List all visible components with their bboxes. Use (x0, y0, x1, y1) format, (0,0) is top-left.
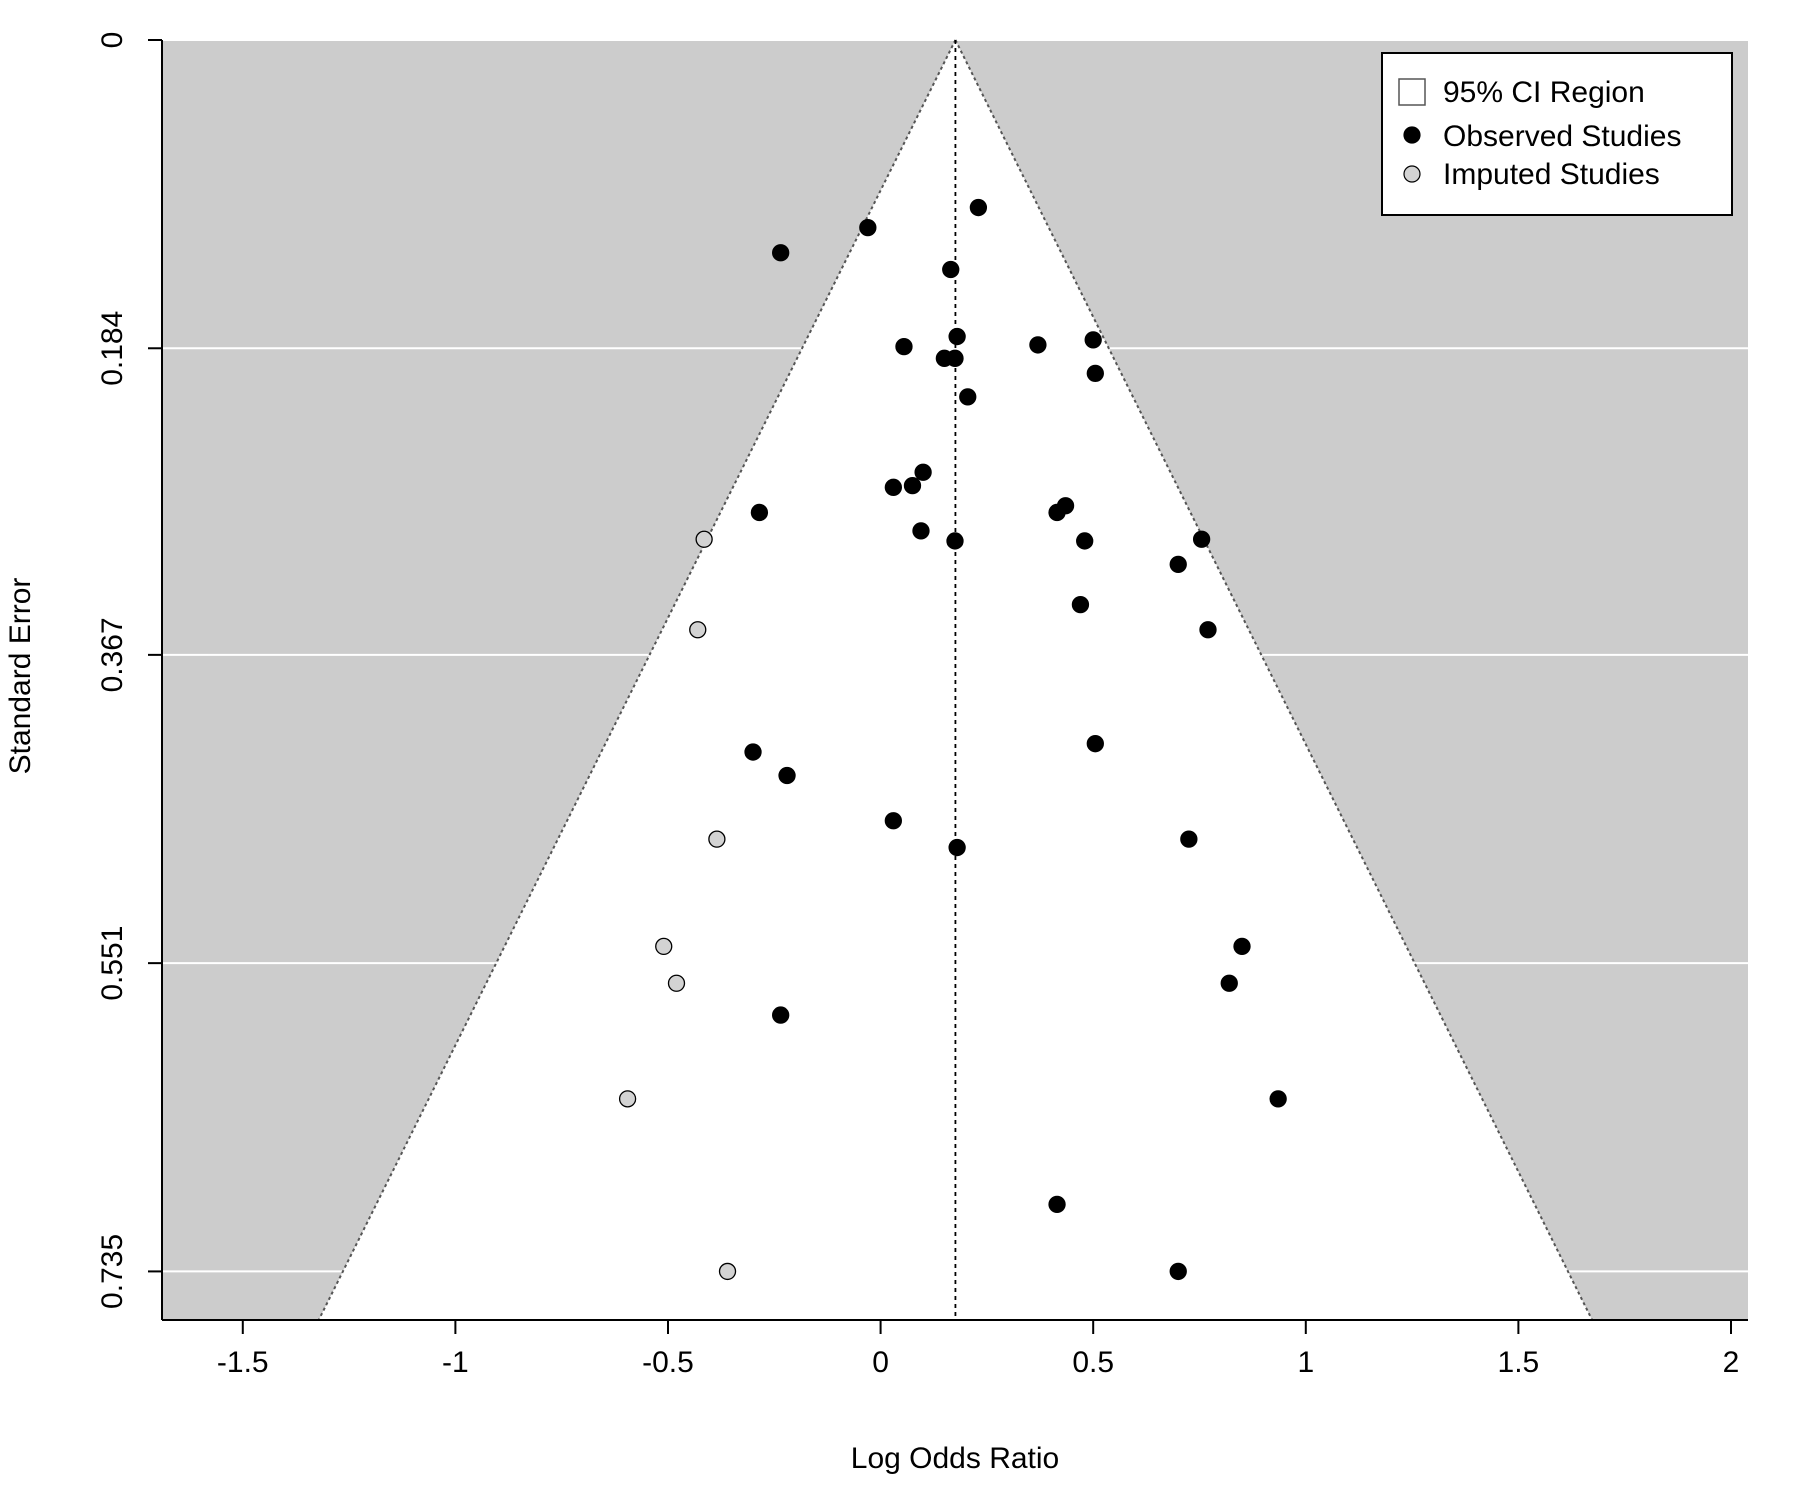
imputed-study-point (655, 937, 673, 956)
observed-study-point (914, 463, 932, 481)
observed-study-point (912, 522, 930, 540)
funnel-right-edge (954, 39, 1594, 1321)
imputed-study-point (689, 621, 707, 639)
observed-study-point (1169, 555, 1187, 574)
observed-study-point (772, 244, 790, 262)
observed-study-point (969, 198, 988, 217)
plot-region (162, 39, 1748, 1321)
y-tick-label: 0.367 (96, 617, 129, 692)
observed-study-point (1086, 735, 1104, 753)
observed-study-point (778, 766, 796, 785)
observed-study-point (1269, 1090, 1287, 1108)
observed-study-point (1220, 974, 1238, 992)
legend: 95% CI Region Observed Studies Imputed S… (1381, 52, 1733, 216)
legend-observed-marker (1403, 126, 1421, 144)
observed-study-point (942, 260, 960, 279)
imputed-study-point (718, 1262, 737, 1281)
observed-study-point (750, 503, 769, 522)
y-tick-label: 0 (96, 32, 129, 49)
observed-study-point (1169, 1262, 1187, 1281)
x-tick-label: -0.5 (642, 1346, 694, 1379)
observed-study-point (1048, 1195, 1066, 1214)
x-tick-label: 0.5 (1072, 1346, 1114, 1379)
legend-label-ci-region: 95% CI Region (1443, 76, 1645, 109)
legend-imputed-marker (1403, 165, 1421, 183)
observed-study-point (884, 812, 902, 830)
observed-study-point (1192, 530, 1211, 548)
observed-study-point (1048, 503, 1066, 522)
legend-label-imputed: Imputed Studies (1443, 158, 1660, 191)
y-tick-label: 0.551 (96, 926, 129, 1001)
observed-study-point (1199, 621, 1217, 639)
observed-study-point (1076, 532, 1094, 550)
y-axis: 0 0.184 0.367 0.551 0.735 (96, 32, 163, 1320)
x-tick-label: 1.5 (1498, 1346, 1540, 1379)
y-axis-title: Standard Error (4, 578, 37, 775)
observed-study-point (1071, 595, 1090, 614)
funnel-left-edge (317, 39, 957, 1321)
x-tick-label: -1.5 (217, 1346, 269, 1379)
observed-study-point (1084, 331, 1102, 349)
imputed-study-point (618, 1090, 637, 1108)
observed-study-point (948, 838, 966, 857)
observed-study-point (948, 327, 966, 346)
marks-layer (618, 198, 1287, 1281)
y-tick-label: 0.735 (96, 1234, 129, 1309)
x-tick-label: -1 (442, 1346, 469, 1379)
imputed-study-point (667, 974, 686, 992)
observed-study-point (1180, 830, 1198, 848)
legend-ci-region-swatch (1398, 78, 1426, 106)
x-axis: -1.5 -1 -0.5 0 0.5 1 1.5 2 (162, 1319, 1748, 1379)
observed-study-point (895, 337, 913, 356)
imputed-study-point (708, 830, 726, 848)
observed-study-point (959, 388, 977, 406)
observed-study-point (903, 477, 922, 495)
observed-study-point (1086, 364, 1104, 383)
observed-study-point (744, 743, 762, 761)
observed-study-point (772, 1006, 790, 1024)
x-axis-title: Log Odds Ratio (851, 1442, 1059, 1475)
x-tick-label: 2 (1723, 1346, 1740, 1379)
y-tick-label: 0.184 (96, 311, 129, 386)
legend-box (1381, 52, 1733, 216)
observed-study-point (1233, 937, 1251, 956)
legend-label-observed: Observed Studies (1443, 120, 1681, 153)
x-tick-label: 0 (872, 1346, 889, 1379)
observed-study-point (1029, 336, 1047, 354)
observed-study-point (859, 218, 877, 237)
observed-study-point (946, 532, 964, 550)
observed-study-point (946, 349, 964, 367)
x-tick-label: 1 (1297, 1346, 1314, 1379)
observed-study-point (884, 478, 902, 496)
imputed-study-point (695, 530, 713, 548)
